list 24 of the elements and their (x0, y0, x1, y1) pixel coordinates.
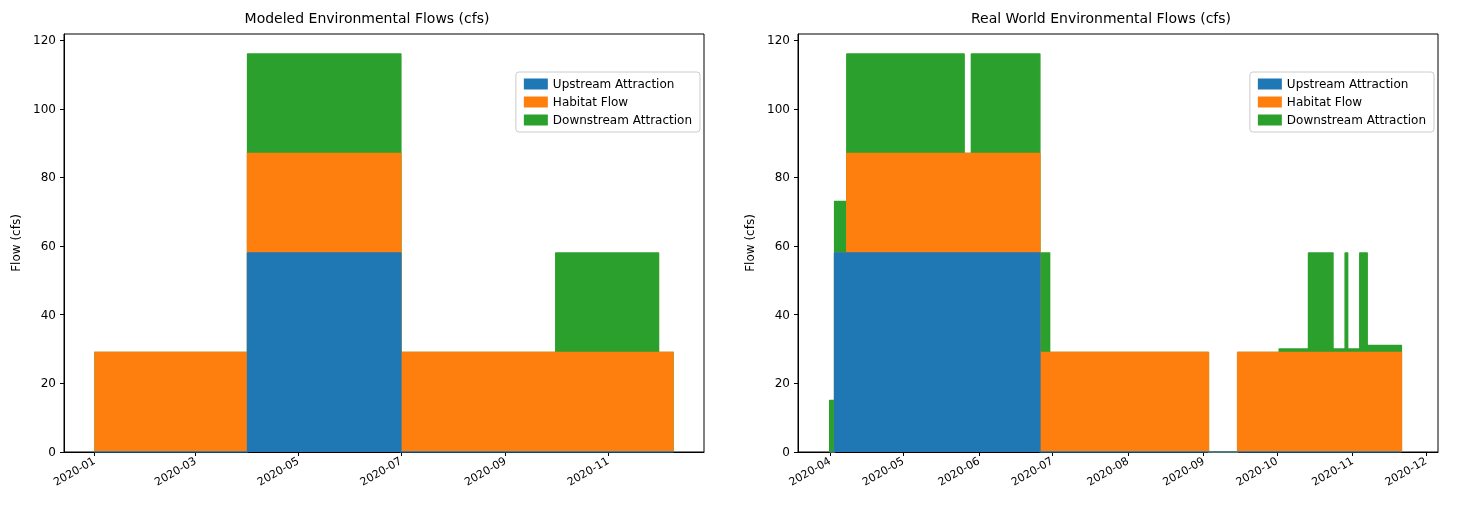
y-tick-label: 60 (40, 239, 56, 254)
y-tick-label: 60 (774, 239, 790, 254)
y-tick-label: 40 (40, 307, 56, 322)
legend-label: Habitat Flow (552, 95, 629, 109)
y-tick-label: 0 (782, 445, 790, 459)
y-tick-label: 120 (33, 33, 56, 48)
y-tick-label: 120 (767, 33, 790, 48)
y-tick-label: 100 (33, 101, 56, 116)
y-tick-label: 80 (40, 170, 56, 185)
y-axis-title: Flow (cfs) (743, 214, 758, 272)
y-tick-label: 20 (40, 376, 56, 391)
y-tick-label: 80 (774, 170, 790, 185)
y-tick-label: 40 (774, 307, 790, 322)
chart-title: Real World Environmental Flows (cfs) (970, 10, 1232, 26)
y-axis-title: Flow (cfs) (9, 214, 24, 272)
legend-label: Upstream Attraction (552, 77, 675, 91)
chart-title: Modeled Environmental Flows (cfs) (244, 10, 490, 26)
legend-label: Habitat Flow (1286, 95, 1363, 109)
legend-label: Downstream Attraction (1286, 113, 1427, 127)
legend-label: Downstream Attraction (552, 113, 693, 127)
y-tick-label: 20 (774, 376, 790, 391)
y-tick-label: 0 (48, 445, 56, 459)
legend-label: Upstream Attraction (1286, 77, 1409, 91)
y-tick-label: 100 (767, 101, 790, 116)
